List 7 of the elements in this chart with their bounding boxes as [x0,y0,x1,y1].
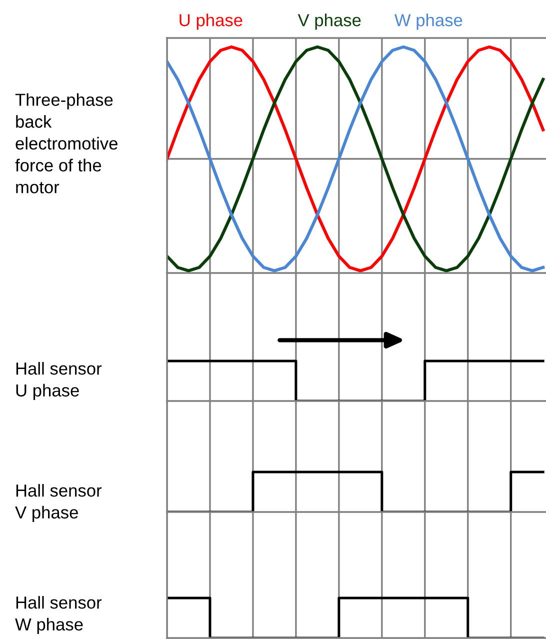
series-label: W phase [394,14,462,30]
y-axis-title: Hall sensor U phase [16,362,102,400]
y-axis-title: Three-phase back electromotive force of the motor [15,93,118,194]
series-label: V phase [298,14,361,30]
y-axis-title: Hall sensor W phase [15,596,102,634]
y-axis-title: Hall sensor V phase [15,484,102,522]
series-label: U phase [180,14,242,30]
